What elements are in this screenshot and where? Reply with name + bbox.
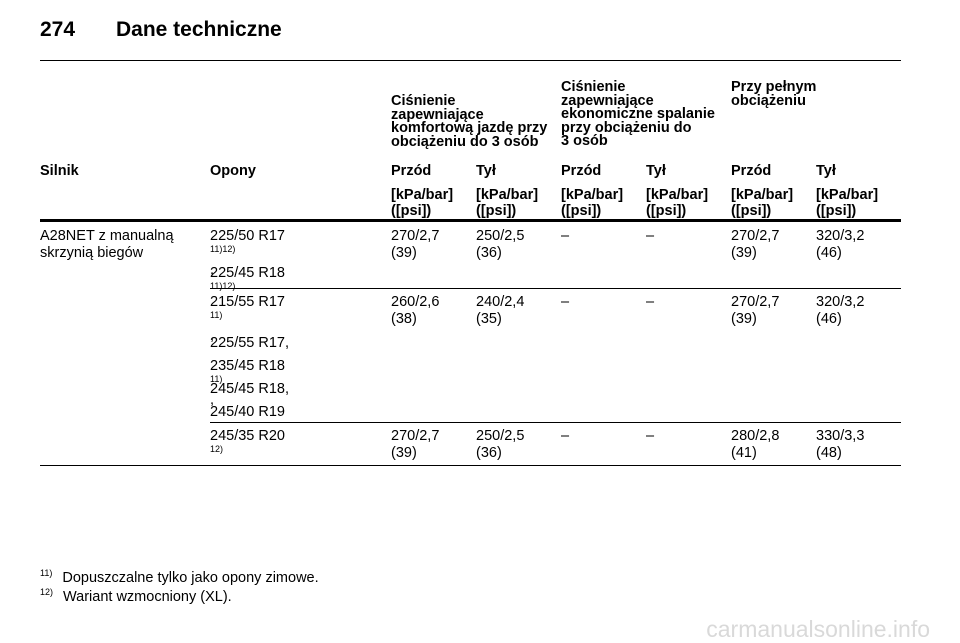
value-cell: 320/3,2 (46) <box>816 294 865 327</box>
column-header-front-comfort: Przód <box>391 163 432 179</box>
group-header-comfort: Ciśnienie zapewniające komfortową jazdę … <box>391 93 548 150</box>
group-header-eco: Ciśnienie zapewniające ekonomiczne spala… <box>561 79 715 149</box>
unit-label: [kPa/bar] ([psi]) <box>731 187 794 219</box>
unit-label: [kPa/bar] ([psi]) <box>476 187 539 219</box>
value-cell: – <box>561 428 570 444</box>
value-cell: – <box>646 294 655 310</box>
table-header-rule <box>40 219 901 222</box>
unit-label: [kPa/bar] ([psi]) <box>816 187 879 219</box>
table-row-tyre: 235/45 R18 11), <box>210 358 285 408</box>
column-header-front-eco: Przód <box>561 163 602 179</box>
value-cell: 320/3,2 (46) <box>816 228 865 261</box>
table-row-tyre: 245/45 R18, <box>210 381 290 397</box>
column-header-rear-full: Tył <box>816 163 836 179</box>
table-row-tyre: 245/35 R20 12) <box>210 428 285 454</box>
table-row-tyre: 225/55 R17, <box>210 335 290 351</box>
table-bottom-rule <box>40 465 901 466</box>
column-header-rear-comfort: Tył <box>476 163 496 179</box>
value-cell: 330/3,3 (48) <box>816 428 865 461</box>
value-cell: 270/2,7 (39) <box>731 228 780 261</box>
unit-label: [kPa/bar] ([psi]) <box>561 187 624 219</box>
value-cell: 270/2,7 (39) <box>391 228 440 261</box>
value-cell: 280/2,8 (41) <box>731 428 780 461</box>
engine-cell: A28NET z manualną skrzynią biegów <box>40 228 174 261</box>
value-cell: 250/2,5 (36) <box>476 428 525 461</box>
value-cell: 270/2,7 (39) <box>391 428 440 461</box>
value-cell: – <box>561 294 570 310</box>
value-cell: 270/2,7 (39) <box>731 294 780 327</box>
header-rule <box>40 60 901 61</box>
footnote: 12) Wariant wzmocniony (XL). <box>40 587 232 606</box>
table-row-tyre: 225/50 R17 11)12), <box>210 228 285 278</box>
value-cell: 260/2,6 (38) <box>391 294 440 327</box>
value-cell: – <box>646 228 655 244</box>
row-divider <box>210 422 901 423</box>
table-row-tyre: 215/55 R17 11), <box>210 294 285 344</box>
column-header-engine: Silnik <box>40 163 79 179</box>
value-cell: 240/2,4 (35) <box>476 294 525 327</box>
column-header-front-full: Przód <box>731 163 772 179</box>
value-cell: – <box>646 428 655 444</box>
table-row-tyre: 245/40 R19 <box>210 404 285 420</box>
unit-label: [kPa/bar] ([psi]) <box>391 187 454 219</box>
watermark: carmanualsonline.info <box>706 616 930 642</box>
row-divider <box>210 288 901 289</box>
page-title: Dane techniczne <box>116 18 282 41</box>
footnote: 11) Dopuszczalne tylko jako opony zimowe. <box>40 568 319 587</box>
unit-label: [kPa/bar] ([psi]) <box>646 187 709 219</box>
column-header-tyres: Opony <box>210 163 256 179</box>
table-row-tyre: 225/45 R18 11)12) <box>210 265 285 291</box>
group-header-full-load: Przy pełnym obciążeniu <box>731 79 817 109</box>
value-cell: 250/2,5 (36) <box>476 228 525 261</box>
value-cell: – <box>561 228 570 244</box>
column-header-rear-eco: Tył <box>646 163 666 179</box>
page-number: 274 <box>40 18 76 41</box>
